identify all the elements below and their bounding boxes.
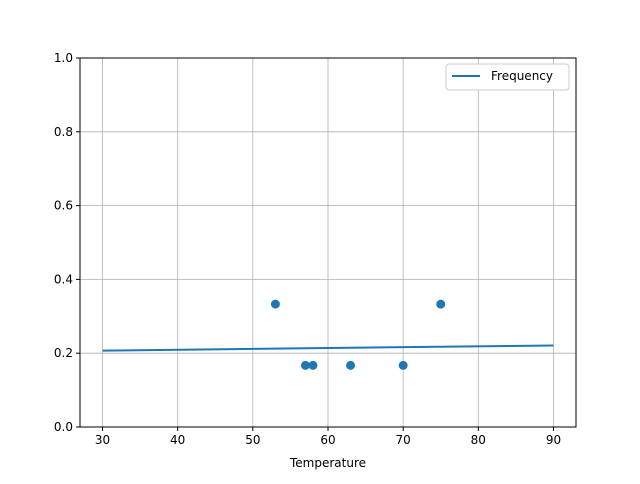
x-axis-label: Temperature: [289, 456, 366, 470]
scatter-point: [436, 299, 446, 309]
y-tick-label: 0.2: [54, 346, 73, 360]
x-tick-label: 30: [95, 433, 110, 447]
scatter-point: [398, 360, 408, 370]
scatter-point: [308, 360, 318, 370]
x-tick-label: 80: [471, 433, 486, 447]
x-tick-label: 70: [396, 433, 411, 447]
x-tick-label: 40: [170, 433, 185, 447]
plot-marks: [102, 299, 554, 370]
y-tick-label: 0.4: [54, 272, 73, 286]
y-tick-label: 0.8: [54, 125, 73, 139]
x-tick-label: 60: [320, 433, 335, 447]
x-tick-label: 50: [245, 433, 260, 447]
grid: [80, 57, 576, 428]
y-tick-label: 0.0: [54, 420, 73, 434]
frequency-line: [102, 344, 554, 352]
y-tick-label: 0.6: [54, 199, 73, 213]
scatter-point: [300, 360, 310, 370]
scatter-point: [270, 299, 280, 309]
legend: Frequency: [445, 63, 570, 91]
y-tick-label: 1.0: [54, 51, 73, 65]
legend-box: [445, 63, 570, 91]
scatter-point: [346, 360, 356, 370]
x-tick-label: 90: [546, 433, 561, 447]
ticks: 30 40 50 60 70 80 90 0.0 0.2 0.4 0.6 0.8 1.0: [54, 51, 561, 447]
legend-label: Frequency: [491, 69, 553, 83]
